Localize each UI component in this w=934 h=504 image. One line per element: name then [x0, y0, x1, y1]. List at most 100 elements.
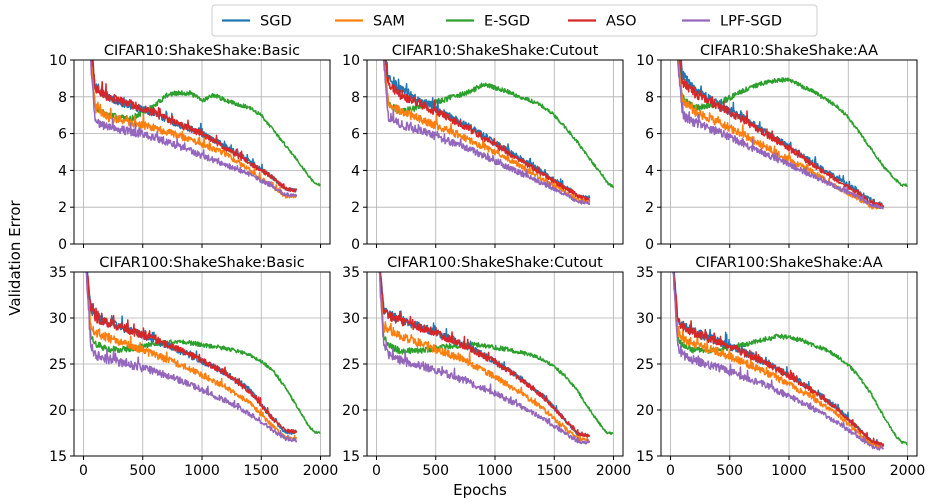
y-tick-label: 6 — [645, 127, 654, 143]
x-axis-label: Epochs — [453, 481, 507, 499]
series-line-sam — [383, 60, 591, 204]
y-tick-label: 10 — [49, 53, 67, 69]
y-tick-label: 4 — [645, 163, 654, 179]
y-tick-label: 4 — [351, 163, 360, 179]
y-tick-label: 8 — [351, 90, 360, 106]
series-line-aso — [384, 60, 591, 202]
series-line-e-sgd — [85, 272, 321, 435]
y-tick-label: 10 — [636, 53, 654, 69]
y-tick-label: 4 — [58, 163, 67, 179]
series-line-lpf-sgd — [378, 272, 591, 445]
x-tick-label: 1000 — [184, 463, 220, 479]
x-tick-label: 2000 — [303, 463, 339, 479]
y-tick-label: 35 — [49, 265, 67, 281]
subplot-title: CIFAR100:ShakeShake:Basic — [99, 255, 304, 271]
subplot-cifar10-shakeshake-aa: 0 2 4 6 8 10 CIFAR10:ShakeShake:AA — [636, 43, 918, 253]
y-tick-label: 25 — [636, 357, 654, 373]
subplot-cifar10-shakeshake-basic: 0 2 4 6 8 10 CIFAR10:ShakeShake:Basic — [49, 43, 331, 253]
subplot-title: CIFAR10:ShakeShake:Cutout — [392, 43, 599, 59]
series-line-e-sgd — [378, 272, 614, 435]
y-tick-label: 2 — [645, 200, 654, 216]
legend-label: SAM — [373, 14, 405, 30]
y-tick-label: 6 — [58, 127, 67, 143]
x-tick-label: 0 — [666, 463, 675, 479]
y-tick-label: 0 — [58, 237, 67, 253]
y-tick-label: 25 — [49, 357, 67, 373]
series-group — [378, 272, 614, 445]
x-tick-label: 500 — [716, 463, 743, 479]
legend-entry-sgd: SGD — [222, 14, 292, 30]
legend-entry-sam: SAM — [335, 14, 405, 30]
x-tick-label: 500 — [129, 463, 156, 479]
y-tick-label: 15 — [636, 449, 654, 465]
series-line-aso — [379, 272, 590, 438]
legend-label: LPF-SGD — [720, 14, 782, 30]
y-tick-label: 8 — [645, 90, 654, 106]
x-tick-label: 1000 — [477, 463, 513, 479]
series-group — [676, 60, 908, 210]
x-tick-label: 500 — [422, 463, 449, 479]
series-line-lpf-sgd — [85, 272, 298, 443]
legend: SGD SAM E-SGD ASO LPF-SGD — [211, 4, 818, 37]
series-line-aso — [673, 272, 884, 447]
x-tick-label: 0 — [372, 463, 381, 479]
x-tick-label: 1500 — [536, 463, 572, 479]
legend-label: SGD — [260, 14, 292, 30]
series-line-e-sgd — [677, 60, 908, 188]
y-tick-label: 20 — [49, 403, 67, 419]
y-tick-label: 10 — [342, 53, 360, 69]
series-line-aso — [91, 60, 297, 193]
subplot-cifar10-shakeshake-cutout: 0 2 4 6 8 10 CIFAR10:ShakeShake:Cutout — [342, 43, 624, 253]
subplot-cifar100-shakeshake-basic: 15 20 25 30 35 0 500 1000 1500 2000 CIFAR100:Shake… — [49, 255, 339, 479]
x-tick-label: 1000 — [771, 463, 807, 479]
y-tick-label: 8 — [58, 90, 67, 106]
x-tick-label: 1500 — [830, 463, 866, 479]
subplot-title: CIFAR10:ShakeShake:Basic — [104, 43, 300, 59]
series-line-aso — [679, 60, 885, 208]
subplot-title: CIFAR10:ShakeShake:AA — [700, 43, 878, 59]
subplot-cifar100-shakeshake-aa: 15 20 25 30 35 0 500 1000 1500 2000 CIFAR100:Shake… — [636, 255, 926, 479]
x-tick-label: 0 — [79, 463, 88, 479]
subplot-cifar100-shakeshake-cutout: 15 20 25 30 35 0 500 1000 1500 2000 CIFAR100:Shake… — [342, 255, 632, 479]
y-tick-label: 30 — [342, 311, 360, 327]
y-tick-label: 30 — [636, 311, 654, 327]
y-tick-label: 20 — [342, 403, 360, 419]
subplot-title: CIFAR100:ShakeShake:Cutout — [387, 255, 603, 271]
legend-label: E-SGD — [484, 14, 530, 30]
y-tick-label: 2 — [351, 200, 360, 216]
series-line-aso — [86, 272, 298, 434]
y-tick-label: 2 — [58, 200, 67, 216]
series-line-sam — [378, 272, 591, 443]
y-axis-label: Validation Error — [6, 199, 24, 315]
series-group — [85, 272, 321, 443]
series-group — [89, 60, 321, 199]
y-tick-label: 30 — [49, 311, 67, 327]
series-line-e-sgd — [90, 60, 321, 187]
y-tick-label: 20 — [636, 403, 654, 419]
y-tick-label: 15 — [342, 449, 360, 465]
legend-entry-aso: ASO — [568, 14, 637, 30]
x-tick-label: 1500 — [243, 463, 279, 479]
x-tick-label: 2000 — [890, 463, 926, 479]
y-tick-label: 0 — [351, 237, 360, 253]
series-line-lpf-sgd — [382, 60, 591, 206]
subplots: 0 2 4 6 8 10 CIFAR10:ShakeShake:Basic 0 2 4 6 8 10 CI… — [49, 43, 926, 479]
subplot-title: CIFAR100:ShakeShake:AA — [695, 255, 882, 271]
y-tick-label: 25 — [342, 357, 360, 373]
x-tick-label: 2000 — [596, 463, 632, 479]
series-line-lpf-sgd — [676, 60, 884, 210]
y-tick-label: 15 — [49, 449, 67, 465]
legend-label: ASO — [606, 14, 637, 30]
series-line-sam — [672, 272, 884, 450]
legend-entry-lpf-sgd: LPF-SGD — [682, 14, 782, 30]
series-line-lpf-sgd — [672, 272, 885, 451]
y-tick-label: 35 — [636, 265, 654, 281]
series-group — [672, 272, 908, 451]
y-tick-label: 35 — [342, 265, 360, 281]
y-tick-label: 6 — [351, 127, 360, 143]
series-line-sam — [85, 272, 298, 442]
y-tick-label: 0 — [645, 237, 654, 253]
series-line-lpf-sgd — [89, 60, 298, 198]
legend-entry-e-sgd: E-SGD — [446, 14, 530, 30]
